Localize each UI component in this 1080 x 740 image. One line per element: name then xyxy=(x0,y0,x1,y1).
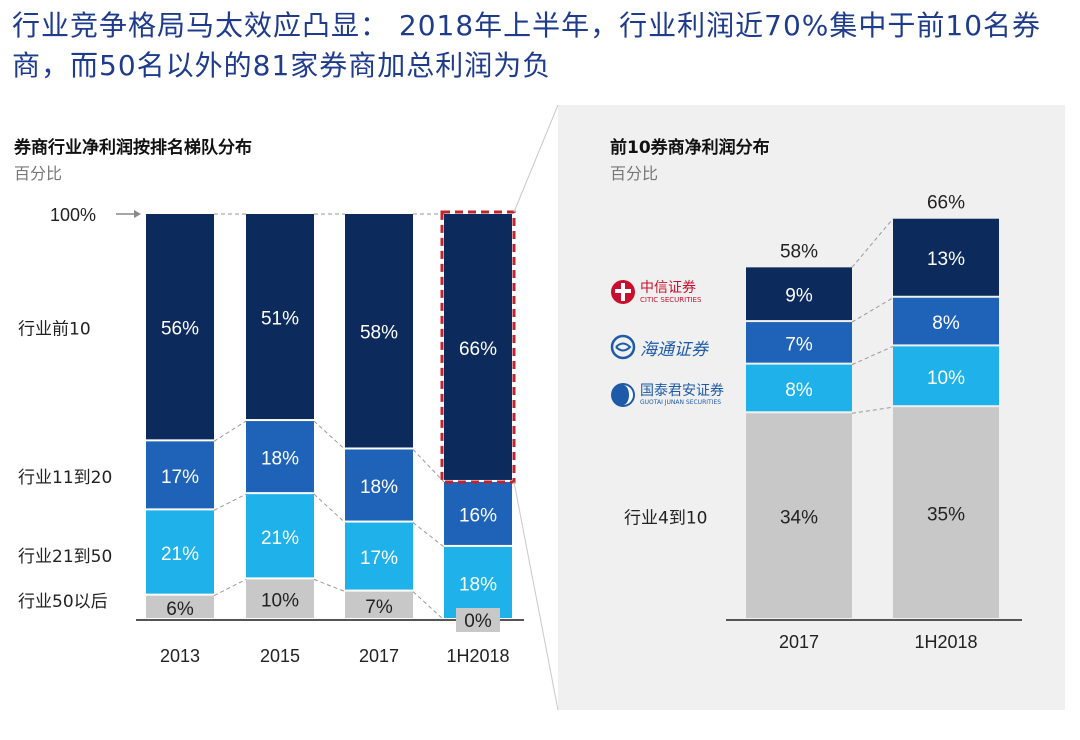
bar-segment xyxy=(246,421,314,493)
data-label: 21% xyxy=(161,544,199,565)
bar-segment xyxy=(146,595,214,618)
data-label: 10% xyxy=(927,368,965,389)
x-tick-label: 2015 xyxy=(260,646,300,666)
series-label: 行业11到20 xyxy=(18,468,112,488)
citic-logo-icon xyxy=(611,280,635,304)
guotai-logo-icon xyxy=(611,383,635,407)
right-chart-title: 前10券商净利润分布 xyxy=(610,138,770,158)
data-label: 66% xyxy=(459,339,497,360)
bar-segment xyxy=(444,546,512,618)
data-label: 18% xyxy=(360,477,398,498)
zoom-line-bottom xyxy=(513,481,559,711)
data-label: 21% xyxy=(261,528,299,549)
headline: 行业竞争格局马太效应凸显： 2018年上半年，行业利润近70%集中于前10名券商… xyxy=(12,9,1042,82)
series-label: 行业50以后 xyxy=(18,592,108,612)
data-label: 18% xyxy=(459,574,497,595)
bar-segment xyxy=(746,322,852,363)
data-label: 8% xyxy=(785,380,813,401)
bar-segment xyxy=(893,346,999,406)
data-label: 7% xyxy=(365,597,393,618)
guotai-logo-subtext: GUOTAI JUNAN SECURITIES xyxy=(640,399,722,406)
bar-segment xyxy=(746,413,852,618)
x-tick-label: 2017 xyxy=(359,646,399,666)
data-label: 18% xyxy=(261,449,299,470)
bar-segment xyxy=(444,214,512,480)
data-label: 8% xyxy=(932,313,960,334)
bar-segment xyxy=(746,267,852,321)
x-tick-label: 2017 xyxy=(779,632,819,652)
zero-label-bg xyxy=(456,608,500,632)
left-chart-unit: 百分比 xyxy=(14,164,63,183)
bar-segment xyxy=(893,297,999,345)
connector-line xyxy=(213,420,247,442)
guotai-junan-logo: 国泰君安证券 GUOTAI JUNAN SECURITIES xyxy=(610,382,724,408)
connector-line xyxy=(313,493,346,523)
haitong-logo-text: 海通证券 xyxy=(640,339,708,360)
series-label: 行业前10 xyxy=(18,320,91,340)
haitong-securities-logo: 海通证券 xyxy=(610,334,708,360)
data-label: 17% xyxy=(161,467,199,488)
bar-segment xyxy=(893,407,999,618)
data-label: 51% xyxy=(261,309,299,330)
bar-segment xyxy=(246,214,314,420)
highlight-box xyxy=(440,210,516,484)
connector-line xyxy=(851,345,894,366)
bar-segment xyxy=(444,481,512,545)
data-label: 13% xyxy=(927,249,965,270)
total-label: 58% xyxy=(780,241,818,262)
connector-line xyxy=(213,493,247,511)
bar-segment xyxy=(345,214,413,448)
connector-line xyxy=(313,578,346,593)
data-label: 17% xyxy=(360,548,398,569)
data-label: 58% xyxy=(360,323,398,344)
data-label: 16% xyxy=(459,505,497,526)
bar-segment xyxy=(146,214,214,440)
zoom-line-top xyxy=(513,104,559,213)
data-label: 34% xyxy=(780,508,818,529)
series-label: 行业21到50 xyxy=(18,547,112,567)
connector-line xyxy=(851,297,894,323)
haitong-logo-icon xyxy=(610,334,636,360)
bar-segment xyxy=(746,364,852,412)
x-tick-label: 2013 xyxy=(160,646,200,666)
connector-line xyxy=(412,591,445,621)
citic-logo-text: 中信证券 xyxy=(640,280,696,296)
connector-line xyxy=(213,578,247,597)
data-label: 10% xyxy=(261,591,299,612)
bar-segment xyxy=(345,522,413,590)
bar-segment xyxy=(246,494,314,578)
arrow-head xyxy=(134,210,141,218)
total-label: 100% xyxy=(50,205,96,225)
data-label: 9% xyxy=(785,286,813,307)
data-label: 0% xyxy=(464,611,492,632)
total-label: 66% xyxy=(927,193,965,214)
citic-securities-logo: 中信证券 CITIC SECURITIES xyxy=(610,279,701,305)
connector-line xyxy=(851,406,894,414)
connector-line xyxy=(851,218,894,268)
x-tick-label: 1H2018 xyxy=(914,632,977,652)
connector-line xyxy=(412,522,445,548)
right-chart-unit: 百分比 xyxy=(610,164,659,183)
bar-segment xyxy=(246,579,314,618)
bar-segment xyxy=(345,591,413,618)
connector-line xyxy=(313,420,346,450)
data-label: 56% xyxy=(161,319,199,340)
left-chart-title: 券商行业净利润按排名梯队分布 xyxy=(14,138,252,158)
bar-segment xyxy=(345,449,413,521)
data-label: 6% xyxy=(166,599,194,620)
bar-segment xyxy=(146,510,214,594)
bar-segment xyxy=(146,441,214,509)
data-label: 35% xyxy=(927,505,965,526)
bar-segment xyxy=(893,218,999,296)
x-tick-label: 1H2018 xyxy=(446,646,509,666)
connector-line xyxy=(412,449,445,483)
citic-logo-subtext: CITIC SECURITIES xyxy=(640,296,702,304)
data-label: 7% xyxy=(785,334,813,355)
guotai-logo-text: 国泰君安证券 xyxy=(640,383,724,399)
series-label: 行业4到10 xyxy=(624,509,707,529)
